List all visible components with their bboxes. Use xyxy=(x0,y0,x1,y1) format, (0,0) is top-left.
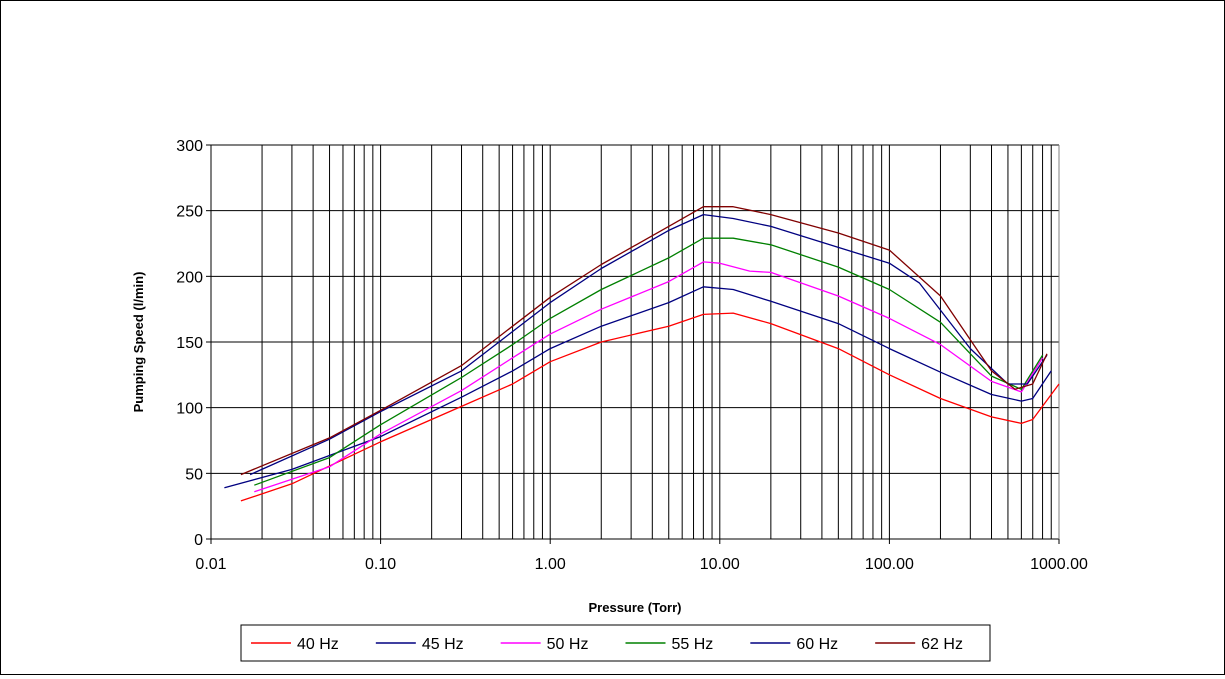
series-line-50-hz xyxy=(254,261,1044,493)
y-tick-label: 0 xyxy=(194,532,203,549)
y-tick-label: 150 xyxy=(176,335,203,352)
legend-label: 50 Hz xyxy=(547,636,589,653)
y-tick-label: 250 xyxy=(176,204,203,221)
y-tick-label: 300 xyxy=(176,138,203,155)
x-tick-label: 10.00 xyxy=(700,556,740,573)
legend-label: 62 Hz xyxy=(921,636,963,653)
x-tick-label: 0.10 xyxy=(365,556,396,573)
x-tick-label: 0.01 xyxy=(195,556,226,573)
y-tick-label: 200 xyxy=(176,269,203,286)
series-line-45-hz xyxy=(224,286,1052,489)
y-axis-title: Pumping Speed (l/min) xyxy=(131,272,146,413)
y-tick-label: 100 xyxy=(176,401,203,418)
x-axis-title: Pressure (Torr) xyxy=(589,600,682,615)
x-tick-label: 100.00 xyxy=(865,556,914,573)
x-tick-label: 1.00 xyxy=(535,556,566,573)
legend-label: 60 Hz xyxy=(796,636,838,653)
series-line-62-hz xyxy=(240,206,1048,476)
legend-label: 55 Hz xyxy=(672,636,714,653)
y-tick-label: 50 xyxy=(185,466,203,483)
legend-label: 45 Hz xyxy=(422,636,464,653)
legend-box xyxy=(240,624,991,662)
series-line-60-hz xyxy=(249,213,1048,476)
x-tick-label: 1000.00 xyxy=(1030,556,1088,573)
series-line-55-hz xyxy=(254,237,1044,486)
legend-label: 40 Hz xyxy=(297,636,339,653)
series-line-40-hz xyxy=(240,312,1060,502)
